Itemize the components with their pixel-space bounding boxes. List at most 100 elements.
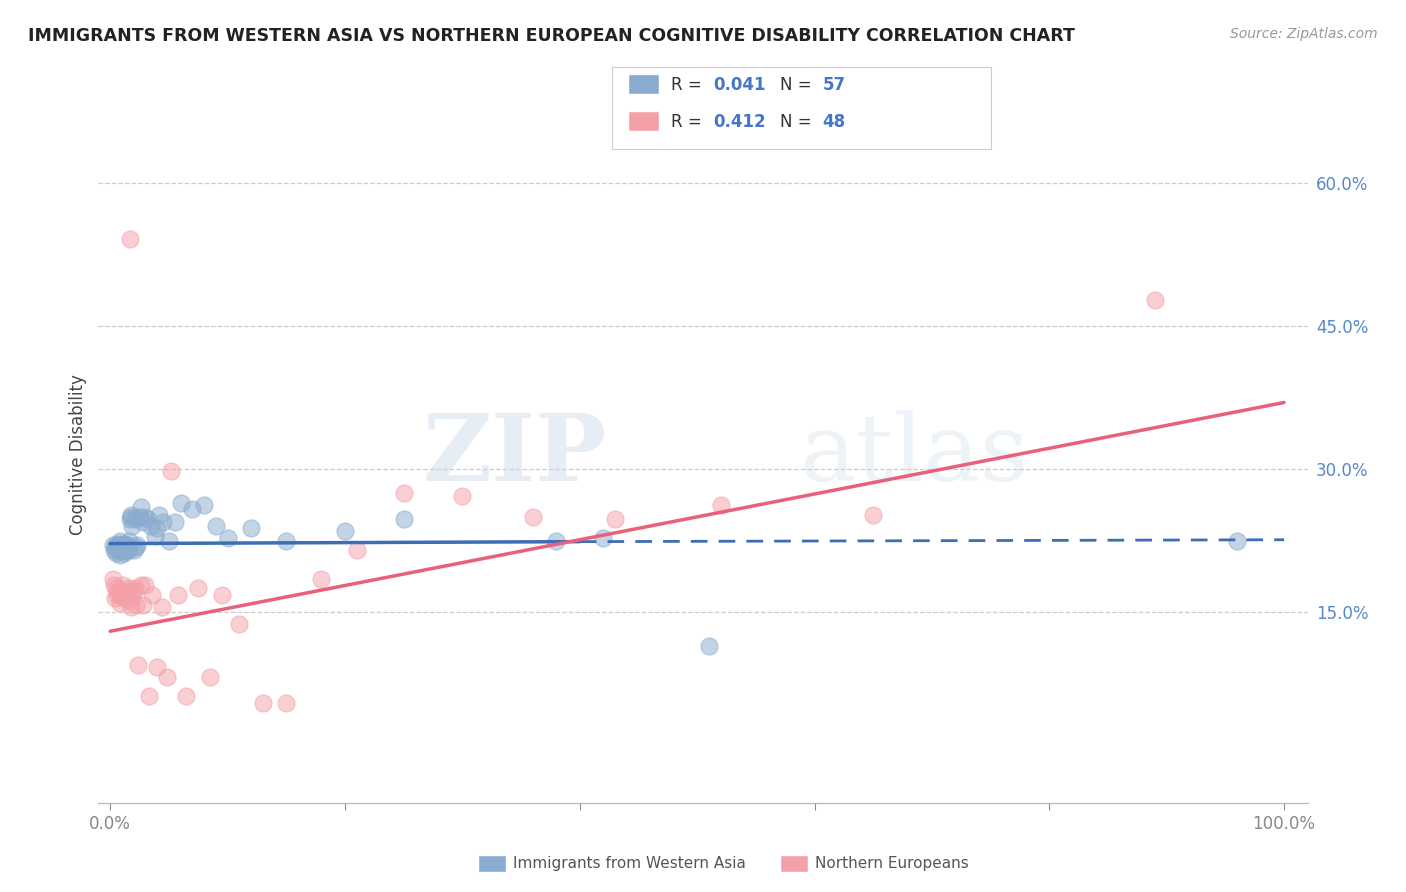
Point (1143, 293, 1166, 307)
Point (146, 660, 169, 674)
Point (115, 543, 138, 558)
Point (112, 578, 135, 592)
Point (392, 486, 415, 500)
Point (697, 639, 720, 653)
Point (104, 541, 127, 555)
Point (129, 578, 152, 592)
Point (110, 588, 132, 602)
Point (114, 584, 136, 599)
Point (134, 509, 156, 524)
Point (169, 495, 191, 509)
Point (160, 464, 183, 478)
Point (152, 515, 174, 529)
Point (107, 536, 129, 550)
Point (240, 521, 263, 535)
Text: Source: ZipAtlas.com: Source: ZipAtlas.com (1230, 27, 1378, 41)
Point (710, 499, 733, 513)
Text: 48: 48 (823, 113, 845, 131)
Point (111, 536, 134, 550)
Point (204, 519, 226, 533)
Text: ZIP: ZIP (422, 410, 606, 500)
Point (118, 533, 141, 548)
Point (128, 509, 150, 524)
Point (108, 596, 131, 610)
Point (181, 502, 204, 516)
Point (117, 582, 139, 596)
Point (141, 588, 163, 602)
Point (276, 696, 298, 710)
Point (112, 539, 135, 553)
Point (155, 670, 177, 684)
Point (125, 598, 148, 612)
Text: 57: 57 (823, 76, 845, 94)
Text: N =: N = (780, 113, 817, 131)
Point (115, 588, 138, 602)
Point (198, 670, 221, 684)
Point (108, 533, 131, 548)
Point (392, 512, 415, 526)
Point (125, 541, 148, 555)
Text: R =: R = (671, 76, 707, 94)
Point (132, 515, 155, 529)
Point (143, 529, 166, 543)
Point (129, 500, 152, 515)
Point (592, 531, 614, 545)
Point (105, 546, 128, 560)
Point (132, 598, 155, 612)
Point (603, 512, 626, 526)
Point (107, 543, 129, 558)
Text: N =: N = (780, 76, 817, 94)
Point (150, 600, 173, 615)
Point (122, 543, 145, 558)
Point (163, 515, 186, 529)
Text: 0.412: 0.412 (713, 113, 765, 131)
Point (311, 572, 333, 586)
Point (1226, 533, 1249, 548)
Point (111, 541, 134, 555)
Point (187, 582, 209, 596)
Point (138, 689, 160, 703)
Point (122, 584, 145, 599)
Text: IMMIGRANTS FROM WESTERN ASIA VS NORTHERN EUROPEAN COGNITIVE DISABILITY CORRELATI: IMMIGRANTS FROM WESTERN ASIA VS NORTHERN… (28, 27, 1076, 45)
Point (146, 521, 169, 535)
Point (217, 531, 239, 545)
Point (124, 582, 146, 596)
Point (276, 533, 298, 548)
Point (112, 591, 135, 605)
Text: Northern Europeans: Northern Europeans (815, 856, 969, 871)
Point (103, 578, 125, 592)
Point (118, 593, 141, 607)
Point (148, 508, 170, 522)
Point (115, 539, 138, 553)
Point (112, 541, 135, 555)
Point (120, 512, 142, 526)
Point (105, 582, 128, 596)
Point (117, 541, 139, 555)
Point (111, 586, 134, 600)
Point (105, 539, 128, 553)
Point (105, 588, 128, 602)
Point (136, 512, 159, 526)
Text: atlas: atlas (800, 410, 1029, 500)
Point (114, 536, 136, 550)
Point (121, 591, 143, 605)
Point (141, 519, 163, 533)
Point (120, 600, 142, 615)
Point (110, 543, 132, 558)
Point (211, 588, 233, 602)
Point (167, 588, 190, 602)
Point (105, 541, 128, 555)
Text: R =: R = (671, 113, 707, 131)
Point (101, 539, 124, 553)
Point (112, 543, 135, 558)
Point (134, 578, 156, 592)
Point (118, 543, 141, 558)
Point (228, 616, 250, 631)
Point (546, 533, 568, 548)
Point (522, 509, 544, 524)
Point (346, 543, 368, 558)
Point (101, 572, 124, 586)
Point (120, 509, 142, 524)
Point (127, 539, 149, 553)
Point (120, 508, 142, 522)
